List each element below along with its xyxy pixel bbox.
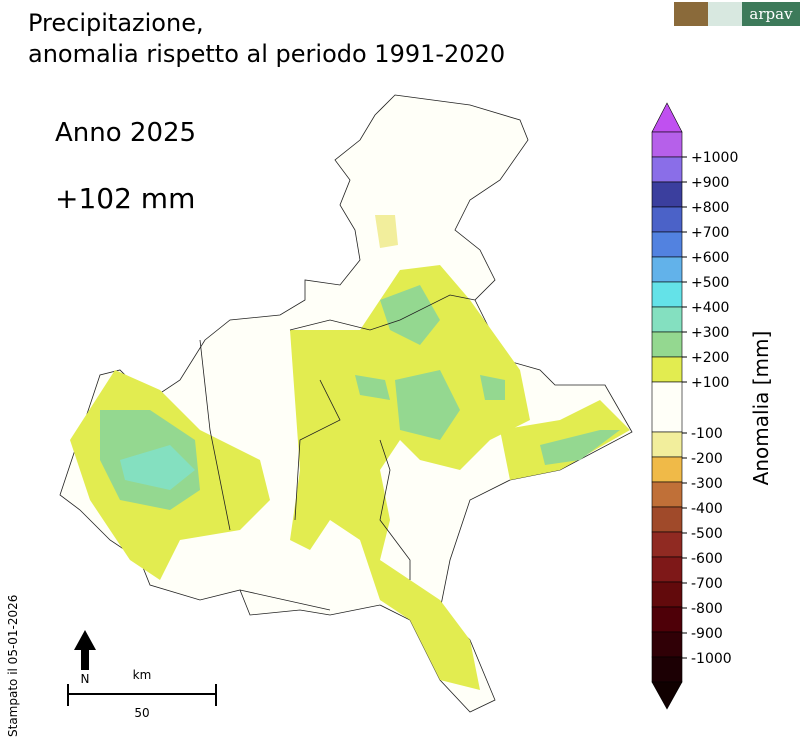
colorbar-bin xyxy=(651,456,683,483)
scale-value: 50 xyxy=(134,706,149,720)
colorbar-tick-label: +900 xyxy=(691,175,729,191)
north-arrow: N xyxy=(74,630,96,686)
colorbar-bin xyxy=(651,606,683,633)
total-label: +102 mm xyxy=(55,182,195,215)
colorbar-tick-label: +400 xyxy=(691,300,729,316)
colorbar-bin xyxy=(651,231,683,258)
colorbar-tick-label: -800 xyxy=(691,601,723,617)
colorbar-tick-label: +500 xyxy=(691,275,729,291)
north-label: N xyxy=(81,672,90,686)
colorbar-tick-label: -900 xyxy=(691,626,723,642)
colorbar: +1000 +900 +800 +700 +600 +500 +400 +300 +200 +10… xyxy=(651,102,738,710)
colorbar-bin xyxy=(651,381,683,433)
colorbar-tick-label: +200 xyxy=(691,350,729,366)
printed-note: Stampato il 05-01-2026 xyxy=(6,595,20,737)
colorbar-bin xyxy=(651,331,683,358)
title-line: Precipitazione, xyxy=(28,9,204,37)
scale-unit: km xyxy=(133,668,152,682)
colorbar-bin xyxy=(651,431,683,458)
colorbar-extend xyxy=(651,102,683,133)
colorbar-bin xyxy=(651,206,683,233)
colorbar-tick-label: -400 xyxy=(691,501,723,517)
colorbar-bin xyxy=(651,481,683,508)
year-label: Anno 2025 xyxy=(55,118,196,148)
colorbar-bin xyxy=(651,156,683,183)
colorbar-tick-label: -600 xyxy=(691,551,723,567)
colorbar-tick-label: -100 xyxy=(691,426,723,442)
colorbar-tick-label: -500 xyxy=(691,526,723,542)
colorbar-extend xyxy=(651,681,683,710)
colorbar-bin xyxy=(651,356,683,383)
colorbar-tick-label: +800 xyxy=(691,200,729,216)
colorbar-tick-label: +300 xyxy=(691,325,729,341)
colorbar-bin xyxy=(651,556,683,583)
colorbar-bin xyxy=(651,131,683,158)
colorbar-tick-label: +600 xyxy=(691,250,729,266)
colorbar-bin xyxy=(651,531,683,558)
colorbar-bin xyxy=(651,581,683,608)
colorbar-bin xyxy=(651,181,683,208)
logo-text: arpav xyxy=(749,5,793,23)
logo: arpav xyxy=(674,2,800,26)
region-map xyxy=(59,94,633,713)
colorbar-bin xyxy=(651,506,683,533)
colorbar-tick-label: -700 xyxy=(691,576,723,592)
scale-bar xyxy=(67,684,217,706)
colorbar-tick-label: +1000 xyxy=(691,150,738,166)
colorbar-label: Anomalia [mm] xyxy=(749,331,773,486)
colorbar-tick-label: -1000 xyxy=(691,651,732,667)
colorbar-bin xyxy=(651,306,683,333)
colorbar-tick-label: +700 xyxy=(691,225,729,241)
colorbar-tick-label: +100 xyxy=(691,375,729,391)
colorbar-bin xyxy=(651,656,683,683)
colorbar-bin xyxy=(651,631,683,658)
colorbar-tick-label: -200 xyxy=(691,451,723,467)
colorbar-tick-label: -300 xyxy=(691,476,723,492)
title-line: anomalia rispetto al periodo 1991-2020 xyxy=(28,40,505,68)
colorbar-bin xyxy=(651,281,683,308)
colorbar-bin xyxy=(651,256,683,283)
